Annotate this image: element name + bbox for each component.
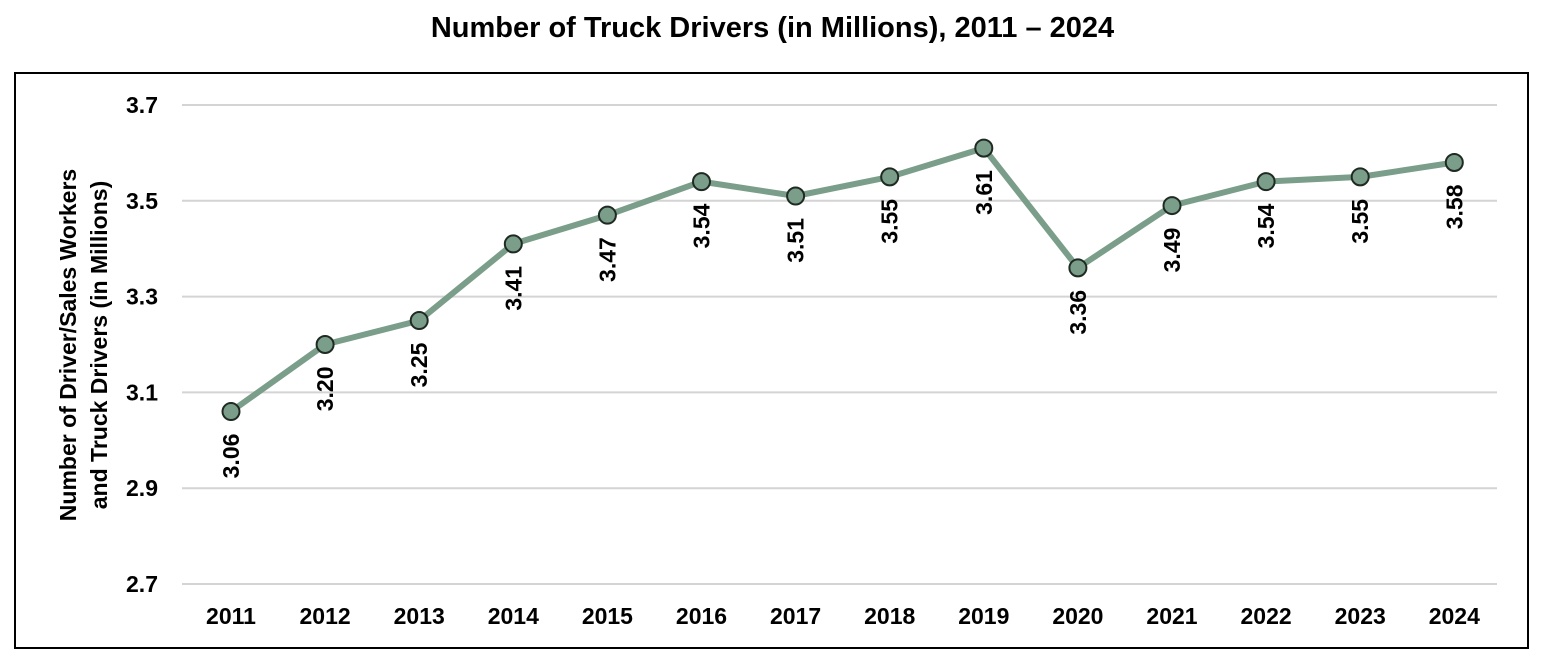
data-label: 3.58 bbox=[1441, 184, 1467, 229]
x-tick-label: 2015 bbox=[582, 603, 633, 629]
data-labels: 3.06 3.20 3.25 3.41 3.47 3.54 3.51 3.55 3.61 3.36… bbox=[218, 170, 1467, 478]
x-tick-label: 2022 bbox=[1241, 603, 1292, 629]
data-point bbox=[503, 234, 523, 254]
data-label: 3.41 bbox=[500, 266, 526, 311]
data-label: 3.54 bbox=[1253, 203, 1279, 248]
data-point bbox=[1256, 172, 1276, 192]
y-tick-label: 3.5 bbox=[126, 188, 158, 214]
y-tick-label: 2.9 bbox=[126, 475, 158, 501]
data-label: 3.54 bbox=[689, 203, 715, 248]
data-point bbox=[786, 186, 806, 206]
x-tick-label: 2016 bbox=[676, 603, 727, 629]
x-tick-label: 2012 bbox=[300, 603, 351, 629]
series-line bbox=[228, 145, 1458, 415]
data-label: 3.61 bbox=[971, 170, 997, 215]
data-label: 3.36 bbox=[1065, 290, 1091, 335]
data-label: 3.47 bbox=[594, 237, 620, 282]
data-point bbox=[974, 138, 994, 158]
data-point bbox=[1444, 152, 1464, 172]
data-point bbox=[692, 172, 711, 192]
gridlines bbox=[182, 104, 1497, 585]
data-label: 3.55 bbox=[877, 199, 903, 244]
series-truck-drivers bbox=[228, 145, 1458, 415]
data-label: 3.20 bbox=[312, 367, 338, 412]
y-axis-title-line-1: Number of Driver/Sales Workers bbox=[55, 169, 81, 521]
data-label: 3.49 bbox=[1159, 228, 1185, 273]
y-tick-label: 3.7 bbox=[126, 92, 158, 118]
data-point bbox=[1068, 258, 1088, 278]
data-point bbox=[597, 205, 617, 225]
y-axis-title: Number of Driver/Sales Workers and Truck… bbox=[55, 169, 112, 521]
x-axis-ticks: 2011 2012 2013 2014 2015 2016 2017 2018 2019 2020… bbox=[206, 603, 1480, 629]
chart-frame bbox=[14, 72, 1529, 649]
data-point bbox=[1350, 167, 1370, 187]
y-axis-title-line-2: and Truck Drivers (in Millions) bbox=[86, 181, 112, 509]
data-point bbox=[409, 311, 429, 331]
x-tick-label: 2013 bbox=[394, 603, 445, 629]
y-tick-label: 3.1 bbox=[126, 379, 158, 405]
x-tick-label: 2021 bbox=[1146, 603, 1197, 629]
x-tick-label: 2020 bbox=[1052, 603, 1103, 629]
data-point bbox=[880, 167, 900, 187]
x-tick-label: 2018 bbox=[864, 603, 915, 629]
data-label: 3.25 bbox=[406, 342, 432, 387]
x-tick-label: 2017 bbox=[770, 603, 821, 629]
data-markers bbox=[221, 138, 1464, 422]
data-point bbox=[221, 402, 241, 422]
y-tick-label: 3.3 bbox=[126, 284, 158, 310]
data-point bbox=[1162, 196, 1182, 216]
data-label: 3.55 bbox=[1347, 199, 1373, 244]
data-point bbox=[315, 335, 335, 354]
x-tick-label: 2019 bbox=[958, 603, 1009, 629]
x-tick-label: 2024 bbox=[1429, 603, 1480, 629]
data-label: 3.51 bbox=[783, 218, 809, 263]
y-axis-ticks: 2.7 2.9 3.1 3.3 3.5 3.7 bbox=[126, 92, 158, 597]
x-tick-label: 2014 bbox=[488, 603, 539, 629]
chart-title: Number of Truck Drivers (in Millions), 2… bbox=[430, 12, 1115, 44]
x-tick-label: 2011 bbox=[206, 603, 256, 629]
x-tick-label: 2023 bbox=[1335, 603, 1386, 629]
data-label: 3.06 bbox=[218, 434, 244, 479]
y-tick-label: 2.7 bbox=[126, 571, 158, 597]
